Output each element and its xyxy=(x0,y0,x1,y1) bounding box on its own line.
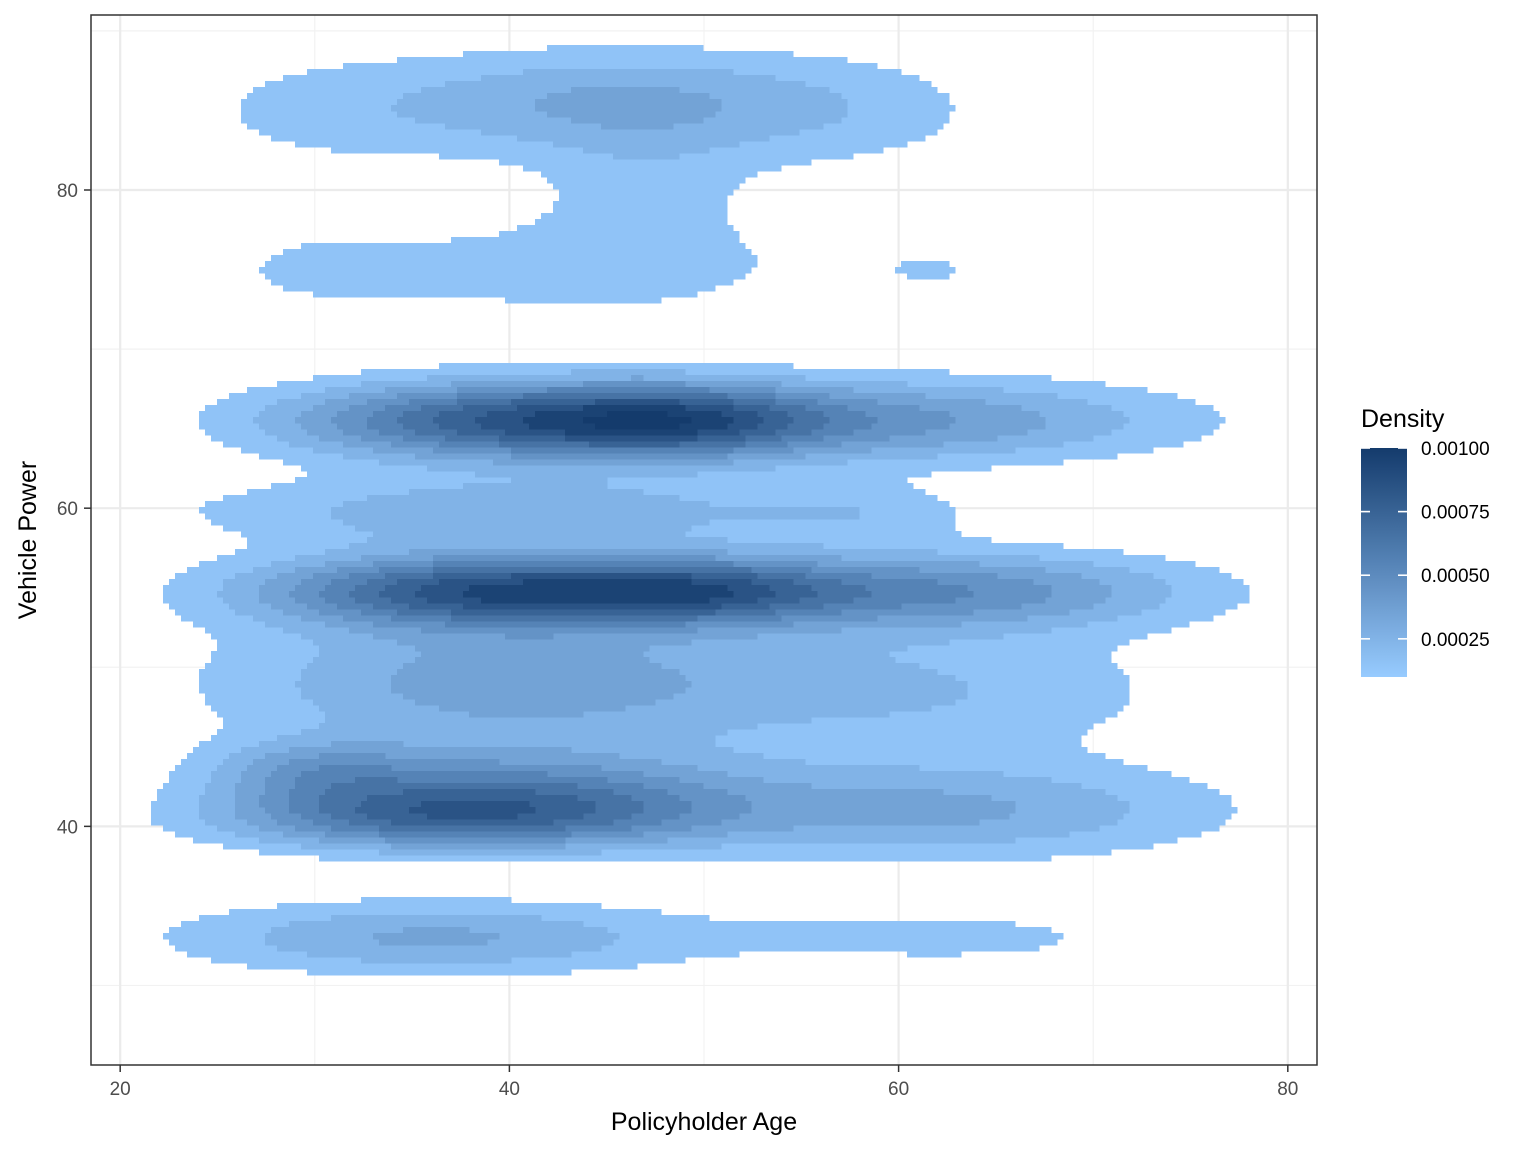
density-level-9 xyxy=(463,405,734,604)
x-axis-title: Policyholder Age xyxy=(611,1108,797,1136)
density-level-2 xyxy=(199,69,1172,964)
density-level-7 xyxy=(355,399,818,826)
legend: 0.00025 0.00050 0.00075 0.00100 xyxy=(1361,439,1490,677)
legend-label: 0.00050 xyxy=(1421,566,1490,587)
density-contours xyxy=(151,45,1250,976)
legend-title: Density xyxy=(1361,405,1445,433)
y-axis-title: Vehicle Power xyxy=(14,461,42,619)
panel-border xyxy=(90,14,1318,1066)
x-tick-label: 40 xyxy=(499,1079,520,1100)
y-tick-label: 40 xyxy=(57,817,78,838)
x-tick-label: 80 xyxy=(1277,1079,1298,1100)
legend-label: 0.00100 xyxy=(1421,439,1490,460)
legend-colorbar xyxy=(1361,448,1407,677)
x-tick-label: 60 xyxy=(888,1079,909,1100)
plot-panel xyxy=(90,14,1318,1066)
density-level-3 xyxy=(235,87,1112,946)
y-tick-label: 60 xyxy=(57,499,78,520)
density-level-10 xyxy=(583,411,692,430)
density-level-8 xyxy=(409,399,776,820)
legend-label: 0.00075 xyxy=(1421,503,1490,524)
legend-label: 0.00025 xyxy=(1421,630,1490,651)
y-tick-label: 80 xyxy=(57,181,78,202)
x-tick-label: 20 xyxy=(110,1079,131,1100)
axes: 20 40 60 80 40 60 80 xyxy=(57,181,1299,1100)
